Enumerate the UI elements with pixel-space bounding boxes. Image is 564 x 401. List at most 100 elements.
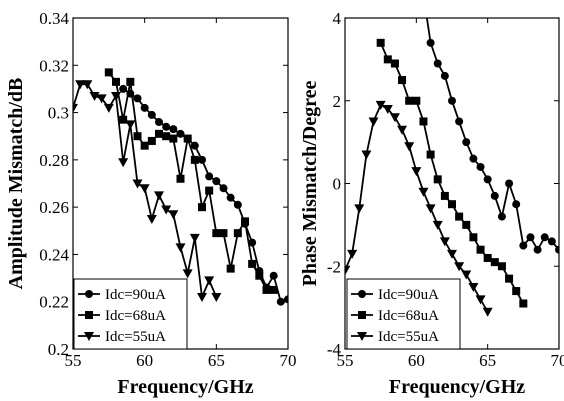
data-point-circle (422, 10, 430, 18)
data-point-triangle-down (96, 94, 107, 104)
legend-marker-circle (85, 290, 93, 298)
data-point-circle (433, 59, 442, 68)
data-point-square (405, 96, 414, 105)
data-point-square (383, 55, 392, 64)
data-point-square (233, 229, 242, 238)
data-point-triangle-down (382, 105, 393, 115)
data-point-square (376, 38, 385, 47)
amplitude-mismatch-chart: 55 60 65 70 0.2 0.22 0.24 0.26 0.28 0.3 0.32 0.34 Fr… (5, 9, 299, 398)
data-point-circle (526, 233, 535, 242)
y-tick-label: 0.28 (39, 151, 69, 170)
data-point-square (112, 77, 120, 86)
data-point-triangle-down (182, 269, 193, 279)
legend-label: Idc=90uA (105, 287, 166, 303)
data-point-triangle-down (154, 191, 164, 201)
data-point-circle (119, 84, 128, 93)
y-tick-label: 2 (333, 92, 342, 111)
data-point-square (176, 174, 185, 183)
data-point-triangle-down (375, 100, 386, 110)
data-point-circle (176, 129, 185, 138)
data-point-triangle-down (175, 243, 186, 253)
legend-marker-triangle-down (84, 332, 94, 341)
data-point-triangle-down (418, 187, 429, 197)
x-axis-label: Frequency/GHz (117, 376, 253, 398)
y-tick-label: 0.26 (39, 198, 69, 217)
data-point-square (469, 233, 478, 242)
data-point-triangle-down (125, 120, 136, 130)
data-point-square (412, 96, 421, 105)
data-point-triangle-down (404, 142, 415, 152)
data-point-circle (276, 297, 285, 306)
legend: Idc=90uA Idc=68uA Idc=55uA (346, 278, 461, 350)
x-tick-label: 70 (551, 351, 564, 370)
data-point-circle (190, 141, 199, 150)
data-point-triangle-down (468, 282, 479, 292)
data-point-circle (505, 179, 514, 188)
data-point-square (455, 212, 464, 221)
data-point-square (241, 217, 249, 226)
data-point-square (155, 129, 163, 138)
data-point-square (448, 200, 456, 209)
data-point-triangle-down (461, 270, 472, 280)
data-point-circle (212, 177, 221, 186)
data-point-triangle-down (111, 92, 121, 102)
legend-label: Idc=68uA (378, 308, 439, 324)
phase-mismatch-chart: 55 60 65 70 -4 -2 0 2 4 Frequency/GHz Phase Mismat… (299, 9, 564, 398)
data-point-triangle-down (411, 167, 422, 177)
y-axis-label: Amplitude Mismatch/dB (5, 78, 27, 290)
y-tick-label: 0.32 (39, 56, 69, 75)
data-point-triangle-down (397, 125, 408, 135)
data-point-circle (455, 117, 464, 126)
data-point-triangle-down (189, 233, 200, 243)
data-point-circle (519, 241, 528, 250)
data-point-square (462, 220, 471, 229)
data-point-circle (555, 245, 559, 254)
data-point-square (190, 155, 199, 164)
data-point-square (119, 115, 128, 124)
y-tick-label: 4 (333, 9, 342, 28)
data-point-square (398, 76, 407, 85)
x-axis-label: Frequency/GHz (389, 376, 525, 398)
data-point-circle (284, 295, 288, 304)
data-point-square (169, 134, 178, 143)
y-tick-label: 0.22 (39, 293, 69, 312)
y-tick-label: 0 (333, 175, 342, 194)
data-point-circle (291, 310, 299, 318)
data-point-square (162, 132, 171, 141)
data-point-triangle-down (211, 292, 222, 302)
data-point-square (140, 141, 149, 150)
legend-marker-circle (358, 290, 366, 298)
y-axis-label: Phase Mismatch/Degree (299, 81, 321, 287)
data-point-circle (476, 162, 485, 171)
data-point-triangle-down (354, 204, 365, 214)
data-point-square (440, 191, 449, 200)
data-point-circle (162, 122, 171, 131)
data-point-circle (269, 271, 278, 280)
data-point-circle (133, 94, 142, 103)
data-point-square (219, 229, 228, 238)
y-tick-label: 0.3 (48, 104, 69, 123)
data-point-circle (512, 200, 521, 209)
series-line-square (108, 71, 274, 291)
legend: Idc=90uA Idc=68uA Idc=55uA (73, 278, 188, 350)
data-point-square (104, 68, 113, 77)
data-point-triangle-down (161, 205, 172, 215)
data-point-square (497, 262, 506, 271)
data-point-square (226, 264, 235, 273)
data-point-circle (248, 238, 257, 247)
data-point-square (248, 259, 257, 268)
data-point-triangle-down (361, 150, 372, 160)
y-tick-label: 0.34 (39, 9, 69, 28)
data-point-square (390, 59, 399, 68)
data-point-square (198, 203, 206, 212)
legend-marker-square (358, 311, 366, 319)
data-point-circle (169, 125, 178, 134)
x-tick-label: 65 (479, 351, 496, 370)
x-tick-label: 65 (208, 351, 225, 370)
data-point-square (419, 117, 428, 126)
plot-area (345, 10, 559, 317)
data-point-triangle-down (368, 117, 379, 127)
data-point-square (483, 253, 492, 262)
data-point-square (490, 258, 499, 267)
data-point-circle (540, 233, 549, 242)
